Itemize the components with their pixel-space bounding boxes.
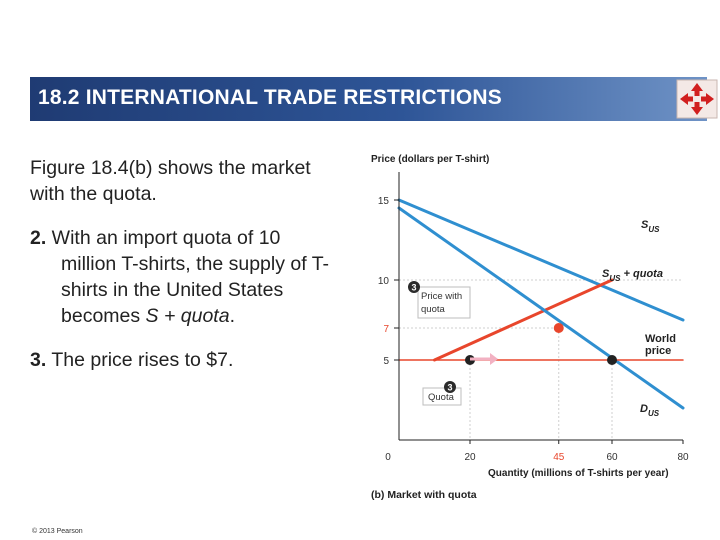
step-number-2: 2. xyxy=(30,227,47,249)
callout-number-3: 3 xyxy=(411,283,416,293)
x-tick-label-2: 45 xyxy=(553,452,565,463)
paragraph-2-italic: S + quota xyxy=(145,305,230,327)
callout-number-2-circle xyxy=(444,381,456,393)
y-tick-label-3: 15 xyxy=(378,196,390,207)
x-tick-label-0: 0 xyxy=(385,452,391,463)
four-arrows-icon[interactable] xyxy=(676,79,718,119)
series-lines xyxy=(397,198,685,410)
x-tick-label-1: 20 xyxy=(464,452,476,463)
x-tick-label-4: 80 xyxy=(677,452,689,463)
demand-us-line xyxy=(397,206,685,410)
copyright-footer: © 2013 Pearson xyxy=(32,528,83,535)
step-number-3: 3. xyxy=(30,349,47,371)
paragraph-3-text: The price rises to $7. xyxy=(46,349,234,371)
y-tick-label-0: 5 xyxy=(383,356,389,367)
series-labels: SUS SUS + quota DUS xyxy=(602,219,663,418)
y-tick-label-1: 7 xyxy=(383,324,389,335)
x-tick-label-3: 60 xyxy=(606,452,618,463)
y-axis-label: Price (dollars per T-shirt) xyxy=(371,154,489,165)
callout-price-with-quota: Price with quota 3 xyxy=(408,281,471,319)
callout-box-3 xyxy=(417,286,471,319)
callout-number-2: 3 xyxy=(447,383,452,393)
tick-labels: 5 7 10 15 0 20 45 60 80 xyxy=(378,196,689,463)
point-1 xyxy=(607,355,617,365)
callout-quota: Quota 3 xyxy=(422,381,462,406)
y-tick-label-2: 10 xyxy=(378,276,390,287)
paragraph-2-end: . xyxy=(229,305,235,327)
slide-text: Figure 18.4(b) shows the market with the… xyxy=(30,155,330,391)
x-axis-label: Quantity (millions of T-shirts per year) xyxy=(488,468,669,479)
axes xyxy=(394,172,684,444)
paragraph-2-text: With an import quota of 10 million T-shi… xyxy=(46,227,330,327)
supply-us-line xyxy=(397,198,685,322)
world-price-label-1: World xyxy=(645,333,676,345)
chart-caption: (b) Market with quota xyxy=(371,489,477,501)
paragraph-3: 3. The price rises to $7. xyxy=(30,347,330,373)
demand-us-label: DUS xyxy=(640,403,660,418)
point-2 xyxy=(553,323,564,333)
supply-plus-quota-line xyxy=(433,278,614,362)
title-bar: 18.2 INTERNATIONAL TRADE RESTRICTIONS xyxy=(30,77,707,121)
supply-us-label: SUS xyxy=(641,219,660,234)
world-price-label-2: price xyxy=(645,345,671,357)
quota-span-arrow xyxy=(470,353,498,365)
supply-plus-quota-label: SUS + quota xyxy=(602,268,663,283)
callout-3-line-2: quota xyxy=(421,304,445,315)
callout-2-text: Quota xyxy=(428,392,455,403)
slide-title: 18.2 INTERNATIONAL TRADE RESTRICTIONS xyxy=(38,86,502,109)
paragraph-1: Figure 18.4(b) shows the market with the… xyxy=(30,157,311,205)
callout-number-3-circle xyxy=(408,281,420,293)
paragraph-2: 2. With an import quota of 10 million T-… xyxy=(30,225,330,329)
callout-3-line-1: Price with xyxy=(421,291,462,302)
